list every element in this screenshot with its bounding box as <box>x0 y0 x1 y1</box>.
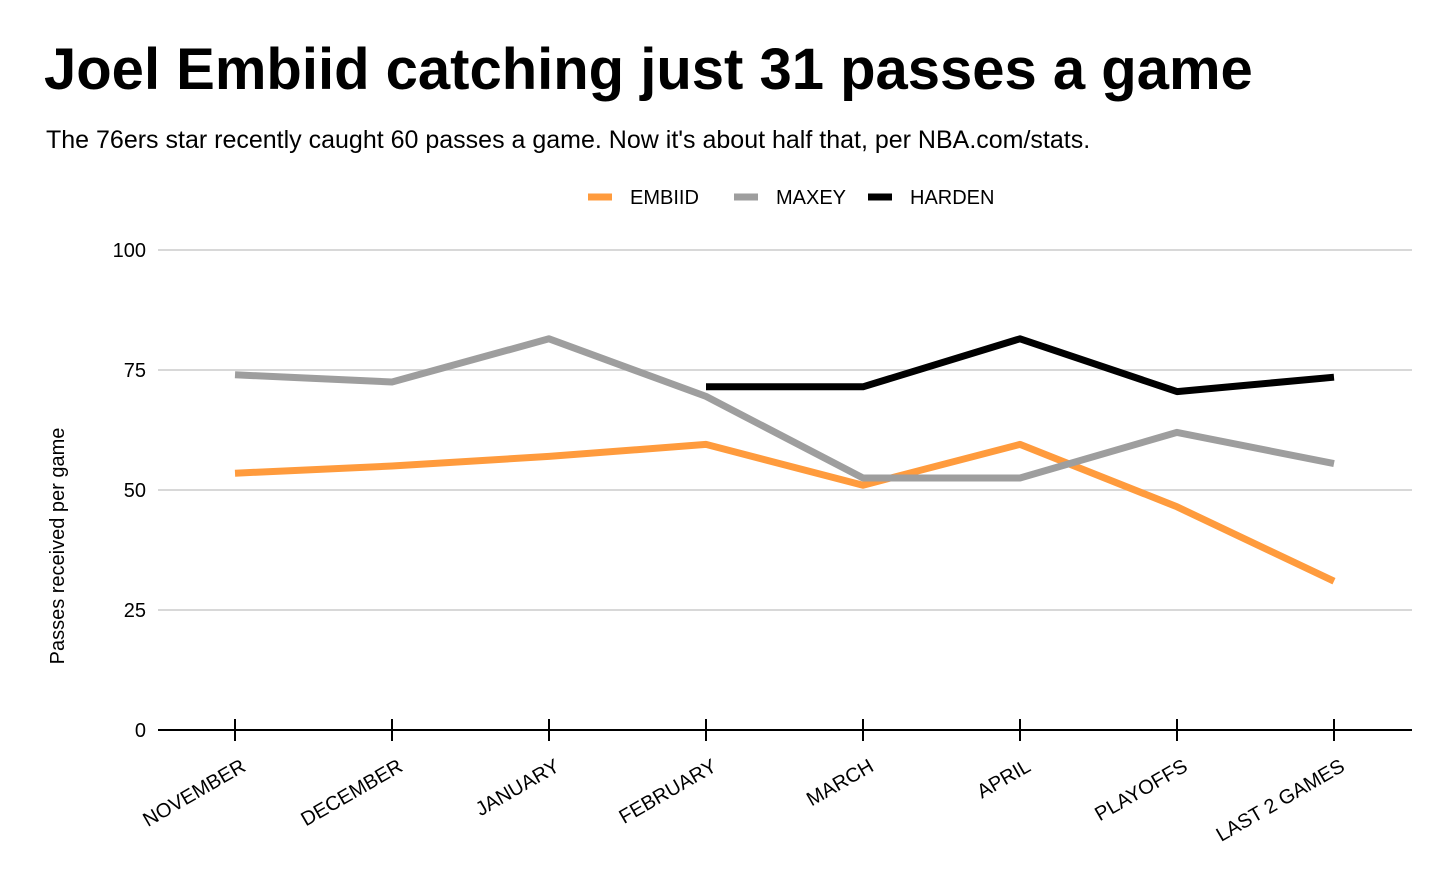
x-tick-label-december: DECEMBER <box>297 755 406 831</box>
series-line-maxey <box>234 335 1335 482</box>
series-line-embiid <box>234 440 1336 585</box>
legend-label-embiid: EMBIID <box>630 187 699 209</box>
legend-label-harden: HARDEN <box>910 187 994 209</box>
x-tick-label-march: MARCH <box>803 755 878 811</box>
chart-subtitle: The 76ers star recently caught 60 passes… <box>46 126 1091 154</box>
y-axis-title: Passes received per game <box>47 428 69 665</box>
x-tick-label-november: NOVEMBER <box>139 755 249 831</box>
x-axis: NOVEMBER DECEMBER JANUARY FEBRUARY MARCH APRI… <box>139 719 1412 846</box>
x-tick-label-january: JANUARY <box>472 755 564 821</box>
gridlines <box>158 249 1412 611</box>
y-axis-tick-labels: 0 25 50 75 100 <box>113 240 146 742</box>
series-line-harden <box>706 335 1335 396</box>
x-tick-label-april: APRIL <box>973 755 1034 803</box>
x-tick-label-last-2-games: LAST 2 GAMES <box>1213 755 1349 846</box>
chart-title: Joel Embiid catching just 31 passes a ga… <box>44 37 1253 102</box>
series-lines <box>234 335 1336 585</box>
y-tick-label-75: 75 <box>124 360 146 382</box>
legend-label-maxey: MAXEY <box>776 187 846 209</box>
x-tick-label-february: FEBRUARY <box>615 755 720 828</box>
y-tick-label-25: 25 <box>124 600 146 622</box>
y-tick-label-50: 50 <box>124 480 146 502</box>
chart-legend: EMBIID MAXEY HARDEN <box>588 187 994 209</box>
y-tick-label-0: 0 <box>135 720 146 742</box>
y-tick-label-100: 100 <box>113 240 146 262</box>
x-tick-label-playoffs: PLAYOFFS <box>1091 755 1191 826</box>
